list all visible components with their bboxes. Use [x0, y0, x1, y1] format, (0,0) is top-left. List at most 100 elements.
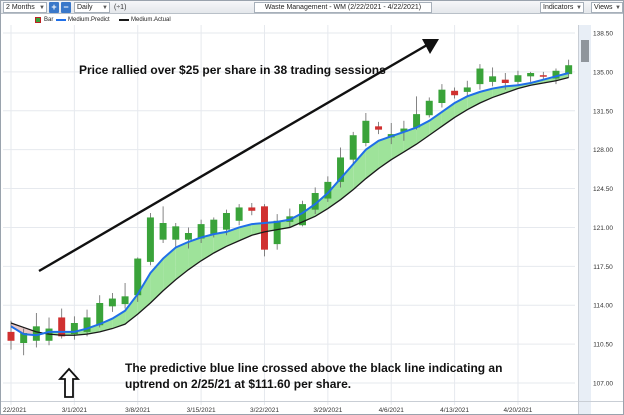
price-bar — [235, 207, 243, 221]
band-segment — [365, 140, 379, 179]
chevron-down-icon: ▼ — [615, 5, 621, 11]
price-bar — [552, 70, 560, 79]
period-select[interactable]: 2 Months ▼ — [3, 2, 47, 13]
price-bar — [413, 114, 421, 128]
medium-actual-line — [10, 76, 569, 336]
band-segment — [492, 86, 506, 98]
medium-predict-line — [10, 72, 569, 337]
up-arrow-icon — [57, 367, 81, 398]
x-tick-label: 3/1/2021 — [62, 407, 88, 414]
band-segment — [391, 131, 404, 160]
minus-icon: − — [63, 2, 69, 12]
price-bar — [184, 233, 192, 240]
zoom-in-button[interactable]: + — [49, 2, 59, 13]
price-bar — [501, 79, 509, 83]
band-segment — [99, 318, 113, 332]
price-bar — [96, 303, 104, 326]
chart-svg: 138.50 135.00 131.50 128.00 124.50 121.00 117.… — [1, 25, 623, 414]
price-bar — [438, 89, 446, 103]
band-segment — [479, 88, 493, 103]
views-button[interactable]: Views ▼ — [591, 2, 623, 13]
crossover-annotation: The predictive blue line crossed above t… — [125, 361, 503, 391]
band-segment — [137, 273, 151, 315]
price-bar — [299, 204, 306, 226]
indicator-lines — [10, 72, 569, 337]
x-tick-label: 4/6/2021 — [379, 407, 405, 414]
price-bar — [83, 317, 91, 332]
price-bar — [197, 224, 205, 239]
price-bar — [324, 181, 332, 199]
price-bar — [400, 128, 408, 132]
y-tick-label: 121.00 — [593, 225, 613, 232]
price-bar — [514, 75, 522, 82]
price-chart[interactable]: 138.50 135.00 131.50 128.00 124.50 121.00 117.… — [1, 25, 623, 414]
zoom-out-button[interactable]: − — [61, 2, 71, 13]
interval-value: Daily — [77, 4, 93, 11]
chevron-down-icon: ▼ — [39, 5, 45, 11]
axes: 138.50 135.00 131.50 128.00 124.50 121.00 117.… — [1, 25, 623, 414]
y-tick-label: 124.50 — [593, 186, 613, 193]
scroll-thumb — [581, 40, 589, 62]
interval-select[interactable]: Daily ▼ — [74, 2, 110, 13]
grid — [3, 25, 575, 405]
price-bar — [337, 157, 345, 182]
band-segment — [441, 103, 455, 127]
indicators-label: Indicators — [543, 4, 574, 11]
price-bar — [134, 258, 142, 296]
price-bar — [463, 87, 471, 92]
price-bar — [7, 331, 15, 341]
band-segment — [188, 237, 202, 270]
price-bar — [362, 120, 370, 143]
band-segment — [378, 136, 392, 169]
legend-bar-label: Bar — [44, 17, 54, 23]
price-bar — [273, 220, 281, 245]
legend-predict-label: Medium.Predict — [68, 17, 110, 23]
actual-legend-swatch — [119, 19, 129, 21]
band-segment — [505, 85, 518, 93]
price-bar — [375, 126, 383, 130]
indicators-button[interactable]: Indicators ▼ — [540, 2, 584, 13]
price-bar — [172, 226, 180, 240]
y-tick-label: 114.00 — [593, 303, 613, 310]
band-fill — [11, 73, 569, 336]
price-bar — [425, 100, 433, 116]
x-axis-divider — [1, 401, 623, 402]
x-tick-label: 4/13/2021 — [440, 407, 469, 414]
axis-divider — [578, 25, 579, 414]
price-bar — [210, 219, 218, 235]
price-bar — [565, 65, 573, 75]
rally-arrow-line — [38, 43, 428, 273]
chevron-down-icon: ▼ — [102, 5, 108, 11]
predict-legend-swatch — [56, 19, 66, 21]
legend-actual-label: Medium.Actual — [131, 17, 171, 23]
price-bar — [222, 213, 230, 230]
scroll-track — [579, 25, 591, 414]
price-bar — [70, 323, 78, 335]
band-segment — [353, 149, 366, 190]
x-tick-label: 4/20/2021 — [504, 407, 533, 414]
price-bar — [539, 75, 547, 77]
views-label: Views — [594, 4, 613, 11]
price-bar — [451, 90, 459, 96]
y-tick-label: 117.50 — [593, 264, 613, 271]
x-tick-label: 3/22/2021 — [250, 407, 279, 414]
x-tick-label: 3/15/2021 — [187, 407, 216, 414]
plus-icon: + — [51, 2, 57, 12]
band-segment — [163, 247, 176, 291]
y-tick-label: 107.00 — [593, 381, 613, 388]
rally-annotation: Price rallied over $25 per share in 38 t… — [79, 63, 386, 77]
rally-arrow-head — [422, 39, 439, 54]
band-segment — [112, 310, 126, 329]
x-tick-label: 3/29/2021 — [313, 407, 342, 414]
price-bar — [527, 73, 535, 77]
y-tick-label: 110.50 — [593, 342, 613, 349]
price-bar — [489, 76, 497, 82]
y-tick-label: 138.50 — [593, 31, 613, 38]
price-bar — [32, 326, 40, 341]
price-bar — [260, 206, 268, 250]
price-bar — [248, 207, 256, 211]
band-segment — [175, 241, 189, 280]
bar-legend-swatch — [35, 17, 41, 23]
annotation-arrows — [38, 39, 439, 398]
